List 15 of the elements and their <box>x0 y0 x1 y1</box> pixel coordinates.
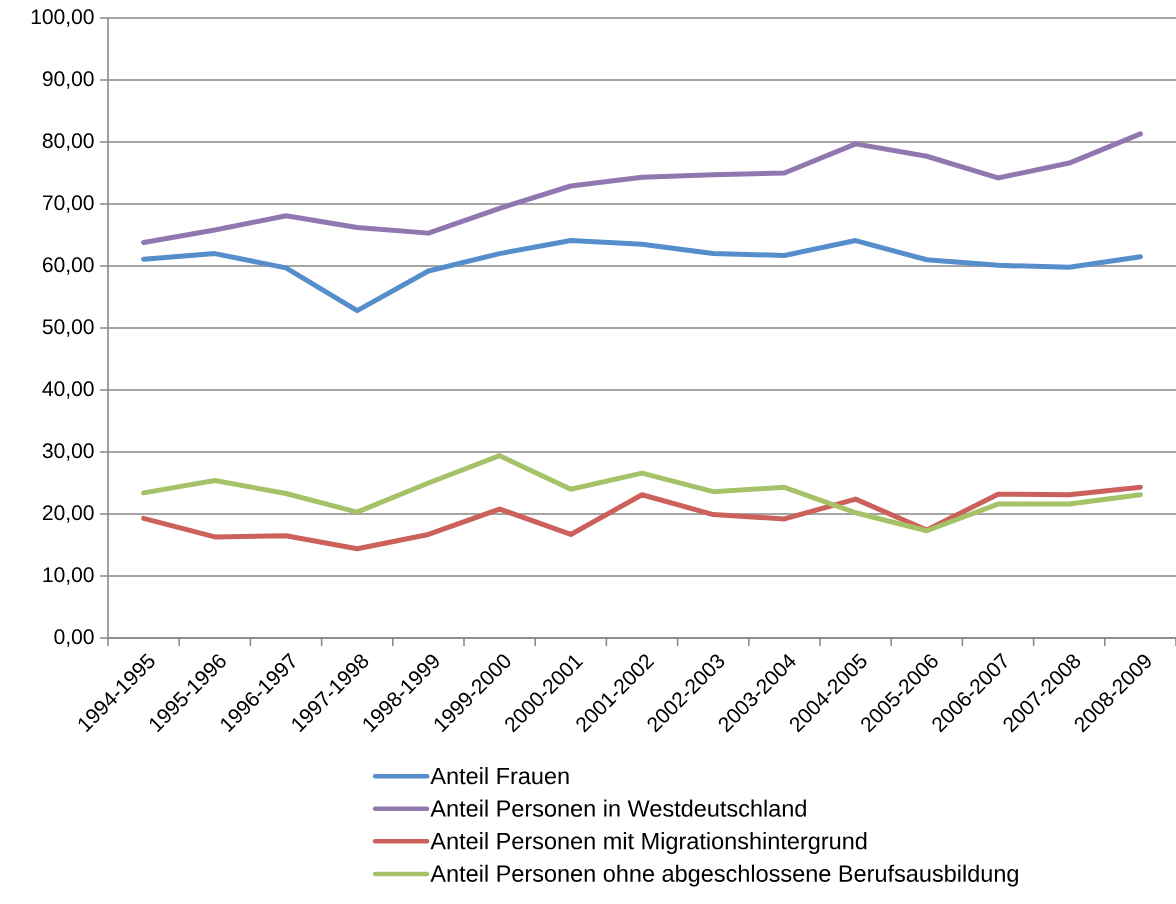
y-tick-label: 20,00 <box>42 505 94 523</box>
y-tick-label: 10,00 <box>43 567 94 585</box>
y-tick-label: 100,00 <box>31 9 94 27</box>
y-tick-label: 80,00 <box>42 133 94 151</box>
y-tick-label: 90,00 <box>42 71 94 89</box>
legend-label: Anteil Personen in Westdeutschland <box>430 799 806 817</box>
y-tick-label: 0,00 <box>54 629 94 647</box>
legend-label: Anteil Personen ohne abgeschlossene Berufsausbildung <box>430 864 1018 887</box>
y-tick-label: 50,00 <box>42 319 94 337</box>
y-tick-label: 40,00 <box>42 381 94 399</box>
y-tick-label: 60,00 <box>42 257 94 275</box>
y-tick-label: 30,00 <box>42 443 94 461</box>
y-tick-label: 70,00 <box>43 195 94 213</box>
legend-label: Anteil Personen mit Migrationshintergrund <box>430 832 867 855</box>
legend-label: Anteil Frauen <box>430 767 569 785</box>
